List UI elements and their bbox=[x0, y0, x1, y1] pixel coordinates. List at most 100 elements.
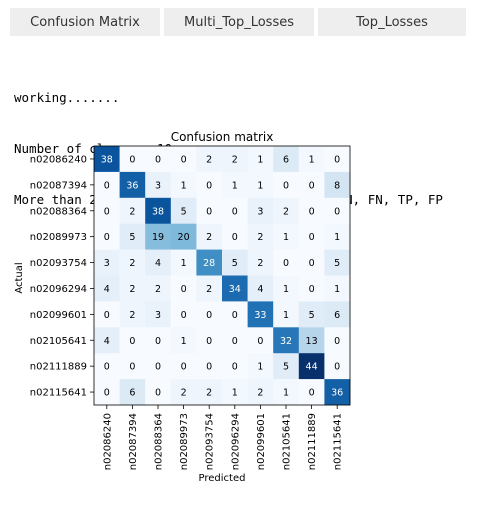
heatmap-cells: 38 0 0 0 2 2 1 6 1 00 36 3 1 0 1 1 0 0 80 2 38 5 0 0 3 2 0 00 5 19 20 2… bbox=[94, 146, 351, 406]
heatmap-cell bbox=[196, 327, 223, 354]
cell-value-label: 0 bbox=[206, 180, 212, 191]
heatmap-cell bbox=[119, 379, 146, 406]
cell-value-label: 0 bbox=[129, 154, 135, 165]
cell-value-label: 0 bbox=[309, 284, 315, 295]
heatmap-cell bbox=[298, 146, 325, 173]
cell-value-label: 0 bbox=[181, 362, 187, 373]
cell-value-label: 0 bbox=[334, 206, 340, 217]
heatmap-cell bbox=[247, 353, 274, 380]
heatmap-cell bbox=[145, 327, 172, 354]
x-tick-label: n02105641 bbox=[282, 413, 293, 470]
heatmap-cell bbox=[145, 275, 172, 302]
cell-value-label: 2 bbox=[206, 284, 212, 295]
cell-value-label: 1 bbox=[257, 180, 263, 191]
cell-value-label: 2 bbox=[155, 284, 161, 295]
cell-value-label: 1 bbox=[283, 284, 289, 295]
heatmap-cell bbox=[298, 301, 325, 328]
heatmap-cell bbox=[298, 327, 325, 354]
heatmap-cell bbox=[247, 327, 274, 354]
cell-value-label: 0 bbox=[309, 180, 315, 191]
cell-value-label: 0 bbox=[206, 206, 212, 217]
cell-value-label: 0 bbox=[283, 180, 289, 191]
heatmap-cell bbox=[94, 171, 120, 199]
heatmap-cell bbox=[196, 197, 223, 224]
heatmap-cell bbox=[94, 146, 120, 173]
heatmap-cell bbox=[247, 379, 274, 406]
heatmap-cell bbox=[324, 301, 351, 328]
cell-value-label: 5 bbox=[283, 362, 289, 373]
x-tick-label: n02086240 bbox=[102, 413, 113, 470]
heatmap-cell bbox=[273, 223, 300, 250]
cell-value-label: 0 bbox=[309, 206, 315, 217]
heatmap-cell bbox=[324, 223, 351, 250]
heatmap-cell bbox=[145, 379, 172, 406]
heatmap-cell bbox=[273, 353, 300, 380]
heatmap-cell bbox=[170, 223, 197, 250]
cell-value-label: 1 bbox=[181, 336, 187, 347]
cell-value-label: 6 bbox=[283, 154, 289, 165]
tab-confusion-matrix[interactable]: Confusion Matrix bbox=[10, 8, 160, 36]
cell-value-label: 2 bbox=[283, 206, 289, 217]
cell-value-label: 0 bbox=[309, 258, 315, 269]
heatmap-frame bbox=[93, 145, 351, 406]
heatmap-cell bbox=[119, 301, 146, 328]
cell-value-label: 5 bbox=[129, 232, 135, 243]
heatmap-cell bbox=[145, 197, 172, 224]
x-tick-label: n02115641 bbox=[333, 413, 344, 470]
cell-value-label: 3 bbox=[257, 206, 263, 217]
heatmap-cell bbox=[222, 171, 248, 199]
cell-value-label: 0 bbox=[232, 206, 238, 217]
heatmap-cell bbox=[119, 327, 146, 354]
cell-value-label: 1 bbox=[181, 258, 187, 269]
heatmap-cell bbox=[298, 197, 325, 224]
cell-value-label: 0 bbox=[334, 154, 340, 165]
heatmap-cell bbox=[273, 275, 300, 302]
cell-value-label: 5 bbox=[181, 206, 187, 217]
cell-value-label: 36 bbox=[331, 388, 343, 399]
heatmap-cell bbox=[145, 223, 172, 250]
cell-value-label: 1 bbox=[181, 180, 187, 191]
heatmap-cell bbox=[170, 249, 197, 276]
cell-value-label: 0 bbox=[104, 206, 110, 217]
cell-value-label: 33 bbox=[254, 310, 266, 321]
heatmap-cell bbox=[196, 146, 223, 173]
y-axis-label: Actual bbox=[14, 262, 25, 293]
cell-value-label: 0 bbox=[155, 154, 161, 165]
cell-value-label: 0 bbox=[104, 180, 110, 191]
heatmap-cell bbox=[145, 301, 172, 328]
cell-value-label: 4 bbox=[155, 258, 161, 269]
tab-top-losses[interactable]: Top_Losses bbox=[318, 8, 466, 36]
heatmap-cell bbox=[273, 171, 300, 199]
heatmap-cell bbox=[119, 171, 146, 199]
cell-value-label: 5 bbox=[232, 258, 238, 269]
heatmap-cell bbox=[324, 171, 351, 199]
cell-value-label: 6 bbox=[129, 388, 135, 399]
x-tick-label: n02089973 bbox=[179, 413, 190, 470]
heatmap-cell bbox=[196, 171, 223, 199]
cell-value-label: 13 bbox=[306, 336, 318, 347]
cell-value-label: 4 bbox=[104, 284, 110, 295]
cell-value-label: 0 bbox=[309, 388, 315, 399]
cell-value-label: 20 bbox=[178, 232, 190, 243]
cell-value-label: 3 bbox=[155, 180, 161, 191]
heatmap-cell bbox=[247, 275, 274, 302]
heatmap-cell bbox=[170, 379, 197, 406]
tab-multi-top-losses[interactable]: Multi_Top_Losses bbox=[164, 8, 314, 36]
heatmap-cell bbox=[324, 275, 351, 302]
cell-value-label: 0 bbox=[181, 154, 187, 165]
heatmap-cell bbox=[247, 301, 274, 328]
cell-value-label: 1 bbox=[334, 284, 340, 295]
cell-value-label: 1 bbox=[283, 232, 289, 243]
heatmap-cell bbox=[247, 249, 274, 276]
heatmap-cell bbox=[273, 301, 300, 328]
heatmap-cell bbox=[94, 327, 120, 354]
heatmap-cell bbox=[247, 223, 274, 250]
heatmap-cell bbox=[119, 249, 146, 276]
cell-value-label: 2 bbox=[257, 232, 263, 243]
cell-value-label: 0 bbox=[257, 336, 263, 347]
heatmap-cell bbox=[222, 197, 248, 224]
y-tick-label: n02111889 bbox=[30, 362, 87, 373]
heatmap-cell bbox=[170, 301, 197, 328]
heatmap-cell bbox=[196, 379, 223, 406]
cell-value-label: 8 bbox=[334, 180, 340, 191]
